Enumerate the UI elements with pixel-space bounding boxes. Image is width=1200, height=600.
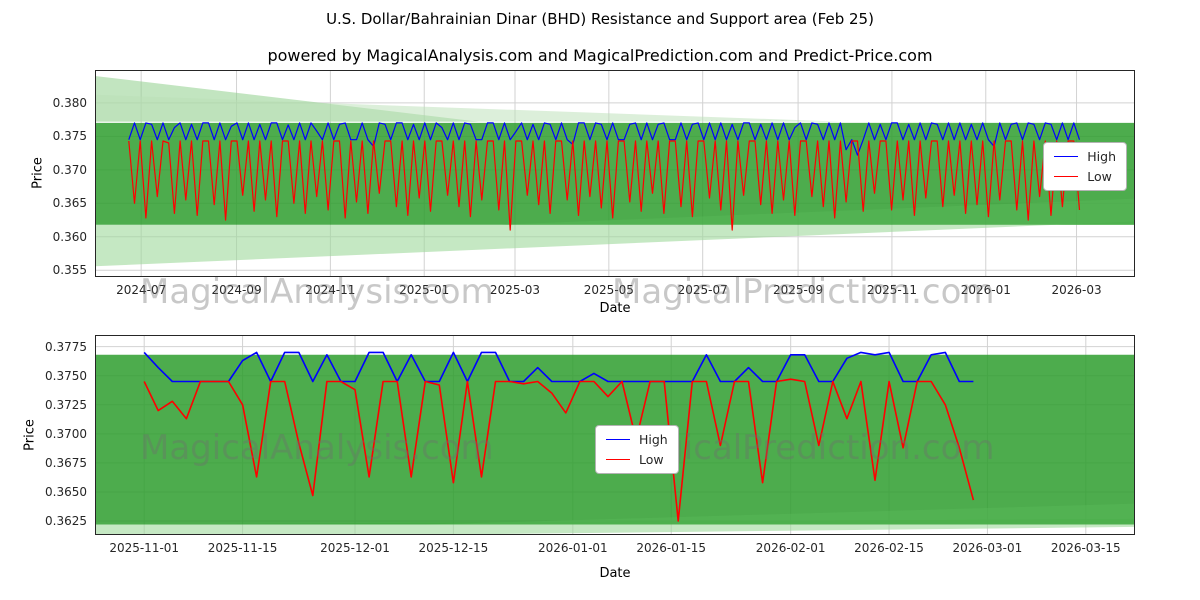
y-tick-label: 0.370	[52, 162, 87, 177]
x-tick-label: 2025-05	[583, 283, 634, 297]
y-tick-label: 0.3750	[45, 368, 87, 383]
x-tick-label: 2025-12-01	[320, 541, 390, 555]
top-chart-xlabel: Date	[599, 301, 631, 316]
low-line-swatch	[1054, 176, 1079, 177]
y-tick-label: 0.355	[52, 263, 87, 278]
x-tick-label: 2024-09	[211, 283, 262, 297]
x-tick-label: 2026-02-15	[854, 541, 924, 555]
y-tick-label: 0.375	[52, 129, 87, 144]
high-series-line	[128, 122, 1081, 156]
bottom-chart-ylabel: Price	[22, 419, 38, 451]
axes-border	[95, 70, 1135, 277]
support-wedge-light-lower	[95, 221, 1135, 267]
x-tick-label: 2025-11	[866, 283, 917, 297]
top-chart-legend: High Low	[1043, 142, 1127, 191]
high-series-line	[143, 351, 974, 383]
low-series-line	[143, 378, 975, 522]
low-series-line	[128, 140, 1081, 231]
high-line-swatch	[1054, 156, 1079, 157]
x-tick-label: 2026-03-15	[1050, 541, 1121, 555]
top-chart-ylabel: Price	[30, 157, 46, 189]
legend-label-high: High	[639, 432, 668, 447]
x-tick-label: 2026-03	[1051, 283, 1102, 297]
x-tick-label: 2026-01	[960, 283, 1011, 297]
x-tick-label: 2025-11-01	[109, 541, 180, 555]
high-line-swatch	[606, 439, 630, 440]
y-tick-label: 0.3775	[45, 339, 87, 354]
x-tick-label: 2026-01-15	[636, 541, 707, 555]
x-tick-label: 2026-03-01	[952, 541, 1023, 555]
x-tick-label: 2025-03	[489, 283, 541, 297]
x-tick-label: 2025-12-15	[418, 541, 489, 555]
y-tick-label: 0.3625	[45, 514, 87, 529]
y-tick-label: 0.365	[52, 196, 87, 211]
y-tick-label: 0.380	[52, 95, 87, 110]
x-tick-label: 2024-07	[116, 283, 167, 297]
low-line-swatch	[606, 459, 630, 460]
y-tick-label: 0.360	[52, 229, 87, 244]
legend-row-low: Low	[1054, 169, 1116, 184]
chart-subtitle: powered by MagicalAnalysis.com and Magic…	[267, 46, 933, 65]
legend-row-high: High	[1054, 149, 1116, 164]
y-tick-label: 0.3700	[45, 426, 87, 441]
x-tick-label: 2025-01	[399, 283, 450, 297]
x-tick-label: 2025-11-15	[207, 541, 278, 555]
legend-row-low: Low	[606, 452, 668, 467]
y-tick-label: 0.3650	[45, 484, 87, 499]
y-tick-label: 0.3725	[45, 397, 87, 412]
resistance-wedge-top-left-2	[95, 94, 840, 122]
top-chart-plot: High Low 2024-07 2024-09 2024-11 2025-01 202…	[53, 70, 1135, 297]
y-tick-label: 0.3675	[45, 455, 87, 470]
legend-label-high: High	[1087, 149, 1116, 164]
x-tick-label: 2025-09	[772, 283, 824, 297]
resistance-support-band-main	[95, 122, 1135, 225]
x-tick-label: 2024-11	[305, 283, 356, 297]
x-tick-label: 2026-02-01	[755, 541, 826, 555]
bottom-chart-legend: High Low	[595, 425, 679, 474]
axes-border	[95, 335, 1135, 535]
legend-label-low: Low	[639, 452, 664, 467]
legend-row-high: High	[606, 432, 668, 447]
legend-label-low: Low	[1087, 169, 1112, 184]
x-tick-label: 2025-07	[677, 283, 728, 297]
x-tick-label: 2026-01-01	[537, 541, 608, 555]
top-chart-canvas	[95, 70, 1135, 277]
bottom-chart-xlabel: Date	[599, 566, 631, 581]
bottom-chart-plot: High Low 2025-11-01 2025-11-15 2025-12-01 2…	[45, 335, 1135, 555]
support-wedge-medium-lower	[501, 198, 1135, 225]
chart-title: U.S. Dollar/Bahrainian Dinar (BHD) Resis…	[326, 10, 874, 28]
